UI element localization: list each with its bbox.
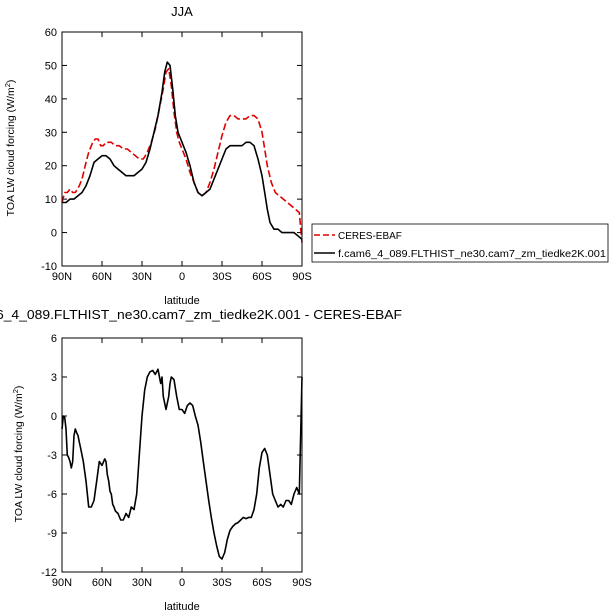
legend-label-ceres: CERES-EBAF	[338, 231, 402, 242]
top-x-tick-label: 60N	[92, 271, 112, 283]
top-series-line-1	[61, 68, 303, 243]
top-y-tick-label: 0	[51, 228, 57, 240]
legend-label-model: f.cam6_4_089.FLTHIST_ne30.cam7_zm_tiedke…	[338, 249, 606, 260]
bottom-x-tick-label: 90N	[52, 577, 72, 589]
top-series-line-2	[62, 61, 303, 240]
top-x-tick-label: 30N	[132, 271, 152, 283]
top-panel: JJA TOA LW cloud forcing (W/m2) latitude…	[3, 4, 312, 307]
top-chart-title: JJA	[171, 4, 193, 19]
bottom-y-tick-label: -6	[47, 489, 57, 501]
top-y-tick-label: -10	[41, 261, 57, 273]
top-x-tick-label: 90S	[292, 271, 312, 283]
bottom-x-axis-label: latitude	[164, 601, 199, 613]
top-y-axis-label: TOA LW cloud forcing (W/m2)	[3, 80, 17, 217]
bottom-x-tick-label: 90S	[292, 577, 312, 589]
bottom-y-tick-label: 6	[51, 333, 57, 345]
bottom-x-tick-label: 60S	[252, 577, 272, 589]
legend: CERES-EBAF f.cam6_4_089.FLTHIST_ne30.cam…	[311, 223, 609, 263]
bottom-y-tick-label: -9	[47, 528, 57, 540]
top-y-tick-label: 20	[45, 161, 57, 173]
top-x-tick-label: 90N	[52, 271, 72, 283]
bottom-panel: f.cam6_4_089.FLTHIST_ne30.cam7_zm_tiedke…	[0, 307, 402, 613]
top-plot-frame	[61, 31, 303, 267]
bottom-x-tick-label: 30N	[132, 577, 152, 589]
bottom-chart-title: f.cam6_4_089.FLTHIST_ne30.cam7_zm_tiedke…	[0, 307, 402, 322]
top-y-tick-label: 40	[45, 94, 57, 106]
top-ticks: 90N 60N 30N 0 30S 60S 90S -10 0 10 20 30 40 50 60	[41, 27, 312, 283]
legend-box	[311, 223, 609, 263]
bottom-y-tick-label: 0	[51, 411, 57, 423]
top-x-tick-label: 0	[179, 271, 185, 283]
top-y-tick-label: 50	[45, 60, 57, 72]
bottom-y-axis-label: TOA LW cloud forcing (W/m2)	[11, 386, 25, 523]
bottom-ticks: 90N 60N 30N 0 30S 60S 90S -12 -9 -6 -3 0 3 6	[41, 333, 312, 589]
bottom-plot-frame	[61, 337, 303, 573]
top-x-tick-label: 30S	[212, 271, 232, 283]
bottom-series-group	[61, 368, 303, 560]
top-series-group	[61, 61, 303, 243]
top-x-axis-label: latitude	[164, 295, 199, 307]
top-y-tick-label: 60	[45, 27, 57, 39]
bottom-y-tick-label: -3	[47, 450, 57, 462]
bottom-x-tick-label: 60N	[92, 577, 112, 589]
top-x-tick-label: 60S	[252, 271, 272, 283]
bottom-x-tick-label: 30S	[212, 577, 232, 589]
bottom-series-line-1	[61, 368, 303, 560]
bottom-x-tick-label: 0	[179, 577, 185, 589]
top-y-tick-label: 30	[45, 127, 57, 139]
bottom-y-tick-label: -12	[41, 567, 57, 579]
bottom-y-tick-label: 3	[51, 372, 57, 384]
top-y-tick-label: 10	[45, 194, 57, 206]
